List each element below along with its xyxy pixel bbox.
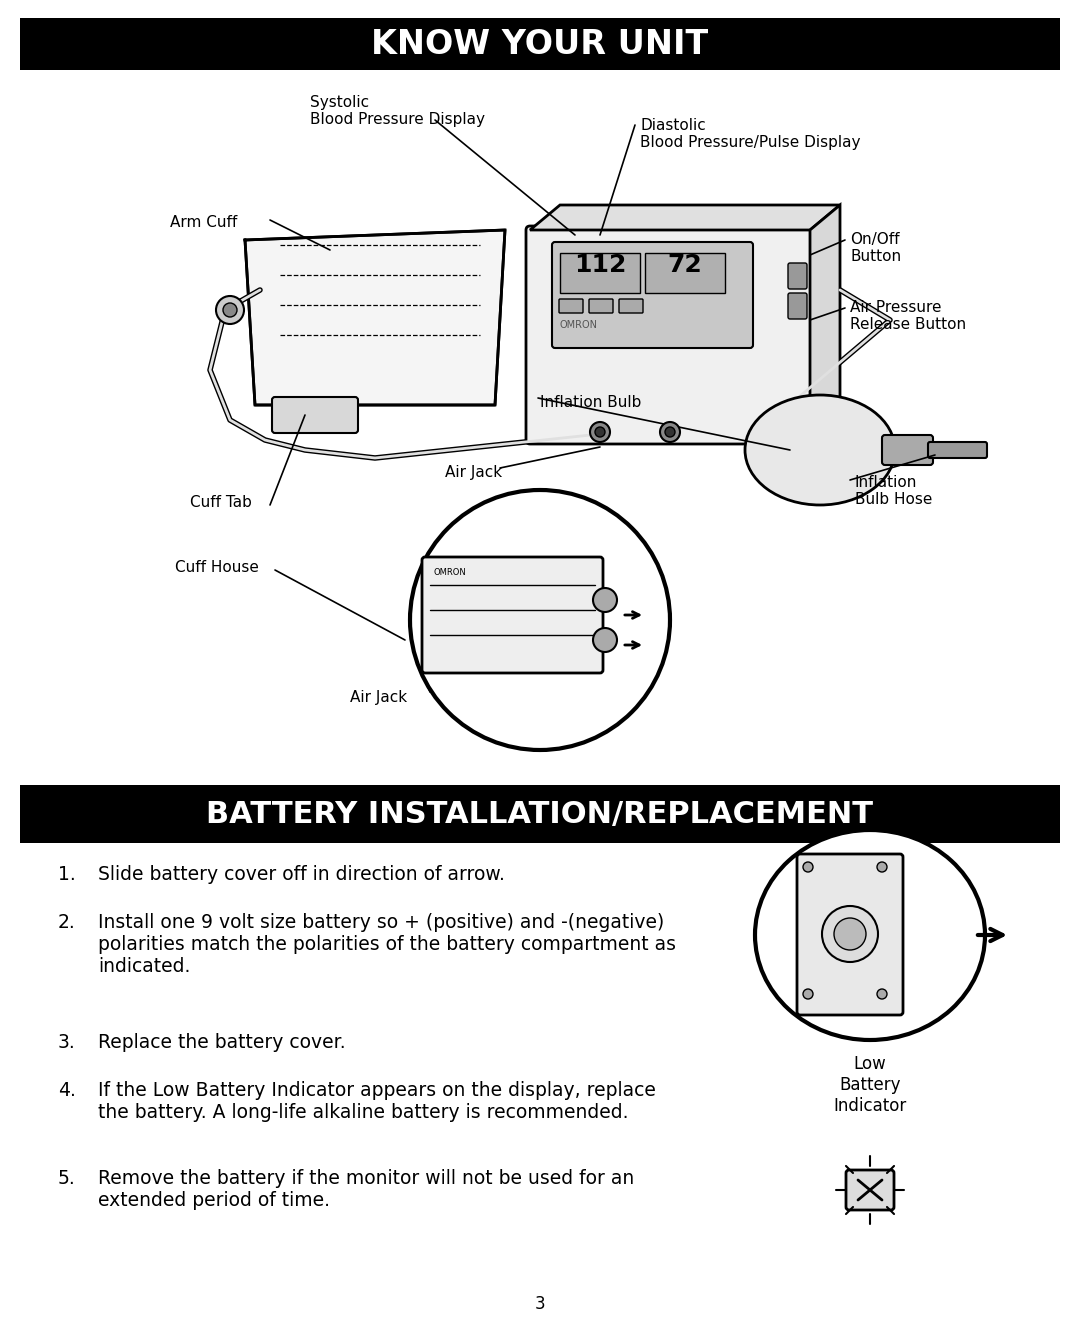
Text: OMRON: OMRON bbox=[433, 568, 465, 577]
Text: 3: 3 bbox=[535, 1295, 545, 1312]
Text: Remove the battery if the monitor will not be used for an
extended period of tim: Remove the battery if the monitor will n… bbox=[98, 1170, 634, 1211]
Text: 4.: 4. bbox=[58, 1081, 76, 1099]
Ellipse shape bbox=[745, 396, 895, 505]
Text: Inflation
Bulb Hose: Inflation Bulb Hose bbox=[855, 475, 932, 508]
Text: 112: 112 bbox=[573, 253, 626, 277]
Text: Cuff Tab: Cuff Tab bbox=[190, 495, 252, 509]
Circle shape bbox=[593, 587, 617, 613]
Circle shape bbox=[877, 990, 887, 999]
Circle shape bbox=[834, 918, 866, 950]
Circle shape bbox=[595, 427, 605, 437]
Text: Replace the battery cover.: Replace the battery cover. bbox=[98, 1033, 346, 1052]
Circle shape bbox=[804, 990, 813, 999]
Text: Install one 9 volt size battery so + (positive) and -(negative)
polarities match: Install one 9 volt size battery so + (po… bbox=[98, 913, 676, 976]
Text: 3.: 3. bbox=[58, 1033, 76, 1052]
FancyBboxPatch shape bbox=[882, 435, 933, 464]
Ellipse shape bbox=[755, 830, 985, 1040]
FancyBboxPatch shape bbox=[552, 242, 753, 348]
Circle shape bbox=[590, 422, 610, 442]
Text: Air Jack: Air Jack bbox=[350, 691, 407, 705]
Text: Systolic
Blood Pressure Display: Systolic Blood Pressure Display bbox=[310, 95, 485, 127]
Circle shape bbox=[877, 863, 887, 872]
Circle shape bbox=[593, 628, 617, 652]
Circle shape bbox=[665, 427, 675, 437]
Text: Slide battery cover off in direction of arrow.: Slide battery cover off in direction of … bbox=[98, 865, 504, 884]
Polygon shape bbox=[530, 205, 840, 230]
FancyBboxPatch shape bbox=[797, 855, 903, 1015]
Text: Air Pressure
Release Button: Air Pressure Release Button bbox=[850, 300, 967, 332]
FancyBboxPatch shape bbox=[589, 299, 613, 314]
Text: KNOW YOUR UNIT: KNOW YOUR UNIT bbox=[372, 28, 708, 61]
Text: Diastolic
Blood Pressure/Pulse Display: Diastolic Blood Pressure/Pulse Display bbox=[640, 118, 861, 151]
Text: Air Jack: Air Jack bbox=[445, 464, 502, 480]
Bar bbox=[21, 785, 1059, 843]
FancyBboxPatch shape bbox=[846, 1170, 894, 1211]
Circle shape bbox=[660, 422, 680, 442]
Text: 2.: 2. bbox=[58, 913, 76, 931]
FancyBboxPatch shape bbox=[559, 299, 583, 314]
Text: Inflation Bulb: Inflation Bulb bbox=[540, 396, 642, 410]
Text: On/Off
Button: On/Off Button bbox=[850, 232, 901, 265]
Polygon shape bbox=[810, 205, 840, 441]
FancyBboxPatch shape bbox=[928, 442, 987, 458]
FancyBboxPatch shape bbox=[788, 292, 807, 319]
Text: 1.: 1. bbox=[58, 865, 76, 884]
Circle shape bbox=[410, 490, 670, 750]
FancyBboxPatch shape bbox=[526, 226, 814, 445]
Bar bbox=[645, 253, 725, 292]
Circle shape bbox=[216, 296, 244, 324]
Circle shape bbox=[804, 863, 813, 872]
Bar bbox=[561, 253, 640, 292]
Text: Low
Battery
Indicator: Low Battery Indicator bbox=[834, 1054, 906, 1114]
Text: BATTERY INSTALLATION/REPLACEMENT: BATTERY INSTALLATION/REPLACEMENT bbox=[206, 799, 874, 828]
Polygon shape bbox=[245, 230, 505, 405]
Bar bbox=[21, 19, 1059, 70]
FancyBboxPatch shape bbox=[422, 557, 603, 673]
Circle shape bbox=[822, 906, 878, 962]
Circle shape bbox=[222, 303, 237, 318]
Text: 72: 72 bbox=[667, 253, 702, 277]
FancyBboxPatch shape bbox=[272, 397, 357, 433]
FancyBboxPatch shape bbox=[788, 263, 807, 288]
Text: OMRON: OMRON bbox=[561, 320, 598, 329]
Text: Cuff House: Cuff House bbox=[175, 560, 259, 576]
FancyBboxPatch shape bbox=[619, 299, 643, 314]
Text: 5.: 5. bbox=[58, 1170, 76, 1188]
Text: Arm Cuff: Arm Cuff bbox=[170, 216, 238, 230]
Text: If the Low Battery Indicator appears on the display, replace
the battery. A long: If the Low Battery Indicator appears on … bbox=[98, 1081, 656, 1122]
